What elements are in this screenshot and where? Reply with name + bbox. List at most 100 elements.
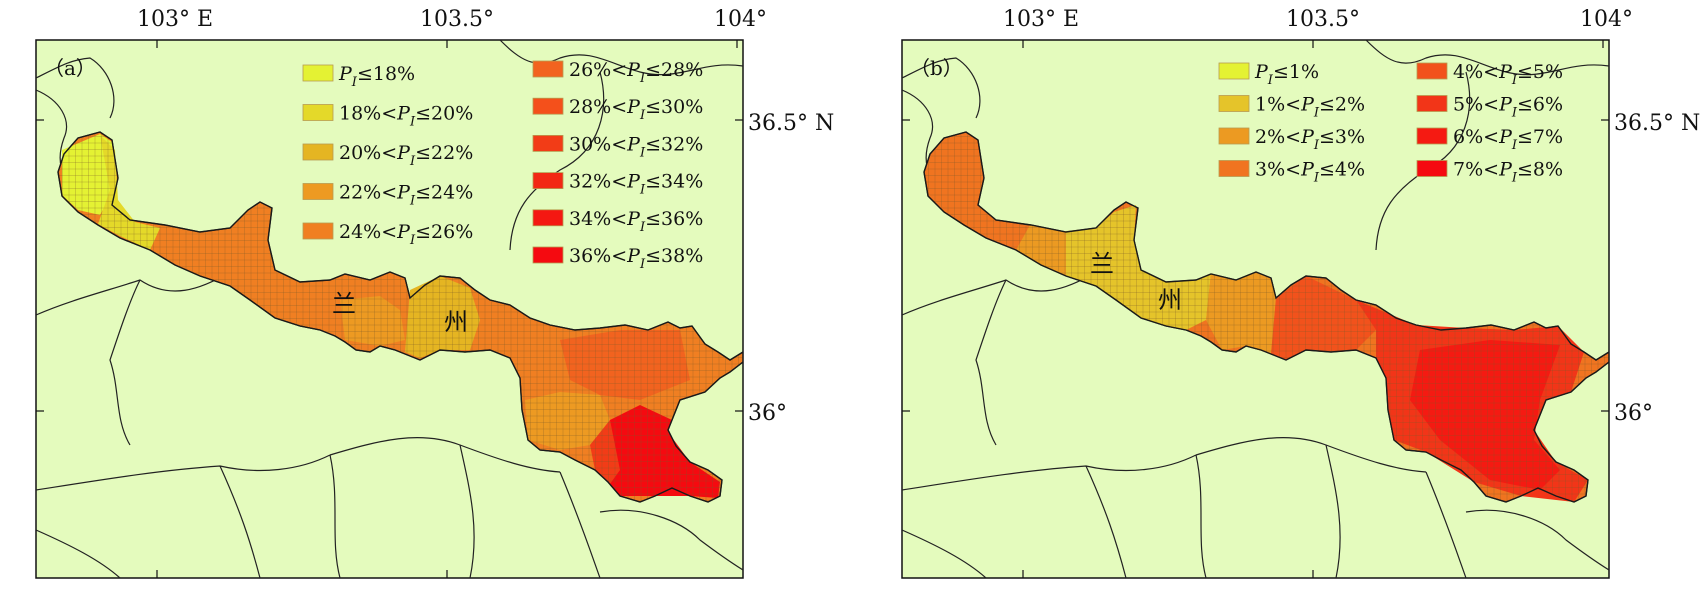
legend-label-prefix: 7%< [1453, 159, 1499, 181]
study-area-outline-b [923, 131, 1609, 503]
legend-var: P [396, 103, 411, 125]
legend-swatch [532, 209, 564, 227]
legend-item: 3%<PI≤4% [1218, 159, 1365, 186]
legend-label: 36%<PI≤38% [569, 245, 703, 272]
y-tick-label-b-0: 36.5° N [1614, 111, 1700, 136]
legend-label-prefix: 18%< [339, 103, 397, 125]
legend-var-subscript: I [1267, 73, 1274, 88]
legend-var-subscript: I [1313, 106, 1320, 121]
legend-label-suffix: ≤32% [645, 133, 703, 155]
legend-var: P [1498, 126, 1513, 148]
legend-var: P [396, 142, 411, 164]
legend-var-subscript: I [1511, 106, 1518, 121]
legend-var-subscript: I [639, 257, 646, 272]
legend-label-suffix: ≤30% [645, 96, 703, 118]
legend-label: 7%<PI≤8% [1453, 159, 1563, 186]
legend-label-prefix: 2%< [1255, 126, 1301, 148]
zones-b [1016, 205, 1588, 502]
legend-var-subscript: I [639, 108, 646, 123]
legend-swatch [1416, 160, 1448, 177]
legend-label-prefix: 20%< [339, 142, 397, 164]
legend-var-subscript: I [639, 145, 646, 160]
legend-label-prefix: 6%< [1453, 126, 1499, 148]
legend-label: 34%<PI≤36% [569, 208, 703, 235]
legend-swatch [1218, 160, 1250, 177]
legend-var: P [626, 245, 641, 267]
legend-label-suffix: ≤3% [1319, 126, 1365, 148]
legend-item: 1%<PI≤2% [1218, 94, 1365, 121]
legend-label-suffix: ≤20% [415, 103, 473, 125]
legend-label-prefix: 28%< [569, 96, 627, 118]
legend-item: 24%<PI≤26% [302, 221, 473, 248]
legend-var-subscript: I [409, 194, 416, 209]
legend-label: 4%<PI≤5% [1453, 61, 1563, 88]
zones-a [62, 134, 720, 498]
legend-item: 2%<PI≤3% [1218, 126, 1365, 153]
legend-item: 6%<PI≤7% [1416, 126, 1563, 153]
x-tick-label-a-2: 104° [714, 7, 767, 32]
legend-var: P [626, 59, 641, 81]
legend-label: 1%<PI≤2% [1255, 94, 1365, 121]
legend-label-prefix: 5%< [1453, 94, 1499, 116]
city-char-a-0: 兰 [332, 290, 356, 318]
legend-var-subscript: I [639, 220, 646, 235]
y-tick-label-b-1: 36° [1614, 401, 1653, 426]
legend-label-prefix: 24%< [339, 221, 397, 243]
legend-label-suffix: ≤28% [645, 59, 703, 81]
legend-label: PI≤18% [338, 63, 415, 90]
legend-label-suffix: ≤1% [1273, 61, 1319, 83]
legend-label: 28%<PI≤30% [569, 96, 703, 123]
legend-swatch [1218, 62, 1250, 80]
legend-var: P [1300, 94, 1315, 116]
legend-label-suffix: ≤26% [415, 221, 473, 243]
y-tick-label-a-1: 36° [748, 401, 787, 426]
legend-var: P [626, 208, 641, 230]
tick-marks-a [36, 40, 743, 578]
legend-label-prefix: 36%< [569, 245, 627, 267]
map-panel-b: 103° E 103.5° 104° 36.5° N 36° （b） 兰 州 P… [901, 7, 1700, 579]
legend-var: P [626, 96, 641, 118]
legend-var-subscript: I [1511, 171, 1518, 186]
legend-label: 22%<PI≤24% [339, 182, 473, 209]
legend-swatch [532, 172, 564, 190]
legend-var: P [396, 221, 411, 243]
legend-swatch [302, 104, 334, 121]
legend-item: 7%<PI≤8% [1416, 159, 1563, 186]
legend-label: 6%<PI≤7% [1453, 126, 1563, 153]
legend-label-prefix: 22%< [339, 182, 397, 204]
legend-swatch [302, 183, 334, 200]
x-tick-label-b-2: 104° [1580, 7, 1633, 32]
legend-var: P [396, 182, 411, 204]
legend-label-suffix: ≤36% [645, 208, 703, 230]
legend-label: 26%<PI≤28% [569, 59, 703, 86]
legend-item: 30%<PI≤32% [532, 133, 703, 160]
x-tick-label-b-0: 103° E [1003, 7, 1079, 32]
legend-swatch [302, 143, 334, 161]
map-panel-a: 103° E 103.5° 104° 36.5° N 36° （a） 兰 州 P… [35, 7, 834, 579]
legend-swatch [302, 64, 334, 82]
city-char-b-1: 州 [1158, 286, 1182, 314]
legend-var-subscript: I [409, 115, 416, 130]
legend-label-suffix: ≤22% [415, 142, 473, 164]
legend-label-suffix: ≤4% [1319, 159, 1365, 181]
legend-item: 5%<PI≤6% [1416, 94, 1563, 121]
tick-marks-b [902, 40, 1609, 578]
legend-label-suffix: ≤8% [1517, 159, 1563, 181]
legend-label-suffix: ≤6% [1517, 94, 1563, 116]
legend-item: PI≤1% [1218, 61, 1319, 88]
legend-swatch [1416, 127, 1448, 145]
legend-swatch [1416, 62, 1448, 80]
legend-label-prefix: 26%< [569, 59, 627, 81]
legend-swatch [532, 60, 564, 78]
legend-item: 18%<PI≤20% [302, 103, 473, 130]
legend-swatch [1218, 95, 1250, 112]
legend-var-subscript: I [1511, 73, 1518, 88]
legend-var-subscript: I [1511, 138, 1518, 153]
legend-var: P [1498, 159, 1513, 181]
legend-var: P [1498, 61, 1513, 83]
legend-swatch [532, 134, 564, 152]
study-area-outline-a [57, 131, 743, 503]
legend-label-suffix: ≤5% [1517, 61, 1563, 83]
legend-label-suffix: ≤2% [1319, 94, 1365, 116]
